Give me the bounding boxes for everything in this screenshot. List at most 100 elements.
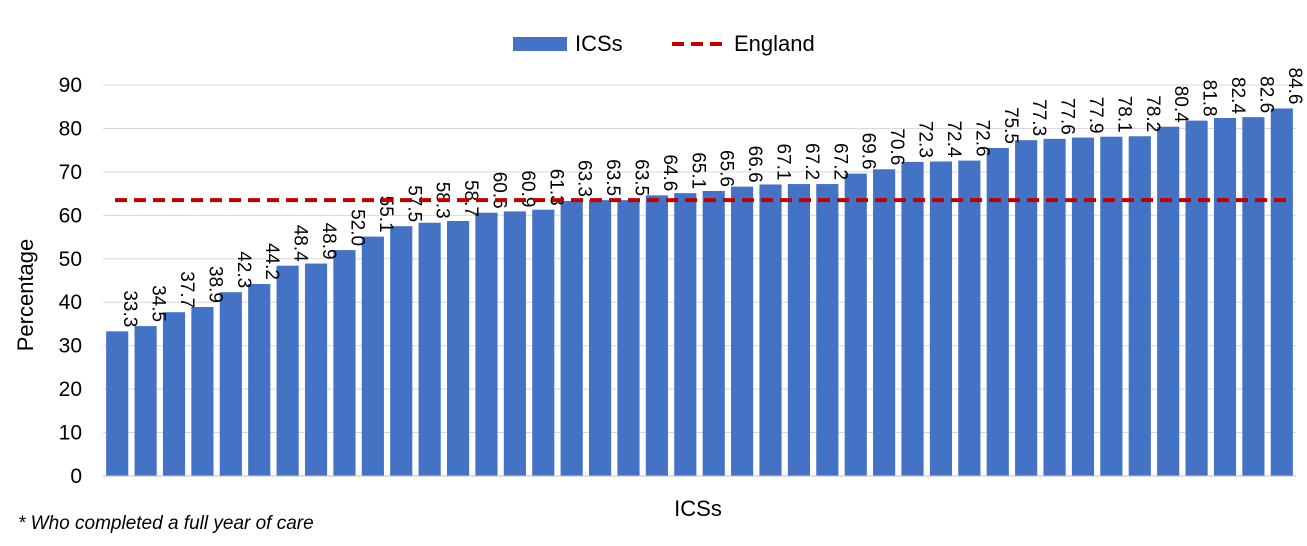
legend: ICSs England	[513, 31, 815, 56]
legend-icss-label: ICSs	[575, 31, 623, 56]
bar-data-label: 38.9	[204, 266, 225, 303]
bar-data-label: 81.8	[1199, 80, 1220, 117]
bar	[929, 161, 953, 476]
gridlines	[103, 84, 1296, 434]
bar-data-label: 57.5	[403, 185, 424, 222]
bar-data-label: 65.1	[687, 152, 708, 189]
bar	[589, 200, 612, 476]
bar-data-label: 67.1	[773, 144, 794, 181]
bar	[333, 250, 356, 476]
y-tick-label: 80	[59, 117, 82, 140]
bar-data-label: 78.2	[1142, 95, 1163, 132]
bar-data-label: 84.6	[1284, 67, 1305, 104]
y-tick-label: 70	[59, 161, 82, 184]
bar-data-label: 69.6	[858, 133, 879, 170]
bar-data-label: 77.3	[1028, 99, 1049, 136]
y-tick-label: 40	[59, 291, 82, 314]
bar-data-label: 33.3	[119, 290, 140, 327]
bar	[901, 161, 924, 476]
footnote: * Who completed a full year of care	[18, 513, 314, 534]
bar	[731, 186, 754, 476]
bar-data-label: 80.4	[1170, 86, 1191, 123]
bar	[1270, 108, 1293, 477]
bar-data-label: 77.9	[1085, 97, 1106, 134]
bar-data-label: 63.3	[574, 160, 595, 197]
bar-data-label: 48.9	[318, 223, 339, 260]
legend-england-label: England	[734, 31, 815, 56]
bar	[674, 193, 697, 476]
bar-data-label: 72.4	[943, 120, 964, 157]
bar	[503, 211, 526, 476]
bar-data-label: 63.5	[630, 159, 651, 196]
bar	[759, 184, 782, 476]
bar-data-label: 72.6	[971, 120, 992, 157]
bar-data-label: 58.7	[460, 180, 481, 217]
bar-data-label: 44.2	[261, 243, 282, 280]
bar	[446, 220, 470, 476]
bar	[304, 263, 328, 476]
bar	[702, 191, 725, 476]
bar-data-label: 66.6	[744, 146, 765, 183]
bar-data-label: 37.7	[176, 271, 197, 308]
bar	[475, 212, 498, 476]
bar	[645, 195, 668, 477]
bar	[1242, 117, 1265, 476]
y-tick-label: 10	[59, 422, 82, 445]
bar	[219, 292, 242, 476]
bar-data-label: 72.3	[915, 121, 936, 158]
bar-data-label: 77.6	[1057, 98, 1078, 135]
bar-data-label: 60.6	[488, 172, 509, 209]
bar	[248, 283, 271, 476]
bar	[1157, 126, 1180, 476]
bar-data-label: 67.2	[801, 143, 822, 180]
bar	[1043, 138, 1066, 477]
bar-data-label: 55.1	[375, 196, 396, 233]
bar	[816, 184, 839, 476]
legend-icss-swatch	[513, 37, 567, 51]
bar	[873, 169, 896, 476]
bar-data-label: 42.3	[233, 251, 254, 288]
bar	[787, 184, 810, 476]
bar-data-label: 48.4	[290, 225, 311, 262]
bar	[1100, 136, 1123, 476]
y-axis-ticks: 0 10 20 30 40 50 60 70 80 90	[59, 74, 82, 488]
bar	[1015, 140, 1038, 476]
data-labels: 33.3 34.5 37.7 38.9 42.3 44.2 48.4 48.9 52.0 55.1…	[119, 67, 1305, 327]
bar	[418, 222, 441, 476]
y-axis-title: Percentage	[13, 239, 38, 352]
bar-data-label: 82.6	[1255, 76, 1276, 113]
bar-data-label: 63.5	[602, 159, 623, 196]
y-tick-label: 0	[70, 465, 82, 488]
bar	[617, 200, 640, 476]
bar	[191, 307, 214, 476]
bar	[532, 209, 555, 477]
x-axis-title: ICSs	[674, 496, 722, 521]
bar-data-label: 82.4	[1227, 77, 1248, 114]
bar-data-label: 52.0	[346, 209, 367, 246]
bar-data-label: 64.6	[659, 154, 680, 191]
bar-data-label: 75.5	[1000, 107, 1021, 144]
y-tick-label: 20	[59, 378, 82, 401]
bar-data-label: 34.5	[148, 285, 169, 322]
bars	[106, 108, 1293, 477]
bar	[986, 147, 1009, 476]
bar	[958, 160, 981, 477]
bar	[1213, 118, 1237, 477]
bar-data-label: 78.1	[1113, 96, 1134, 133]
bar	[1071, 137, 1095, 476]
bar	[134, 326, 157, 476]
bar-data-label: 61.3	[545, 169, 566, 206]
bar	[276, 265, 299, 476]
bar	[560, 200, 583, 476]
bar-data-label: 67.2	[829, 143, 850, 180]
bar	[361, 236, 384, 476]
bar	[162, 312, 186, 476]
bar	[106, 331, 129, 476]
y-tick-label: 90	[59, 74, 82, 97]
y-tick-label: 60	[59, 204, 82, 227]
bar	[1128, 136, 1151, 476]
bar	[844, 173, 867, 477]
bar	[1185, 120, 1208, 476]
bar	[390, 226, 413, 476]
